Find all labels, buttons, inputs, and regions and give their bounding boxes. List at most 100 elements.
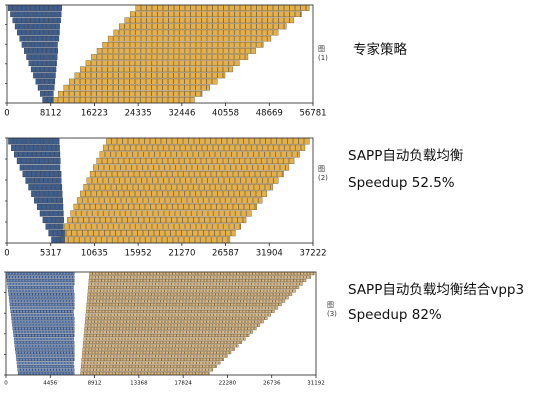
chart-3-bar-blue	[52, 282, 56, 286]
chart-3-bar-blue	[57, 272, 60, 276]
chart-1-bar-gold	[146, 23, 152, 30]
chart-3-bar-blue	[11, 289, 15, 293]
chart-3-bar-gold	[86, 337, 90, 341]
chart-3-bar-gold	[226, 279, 230, 283]
chart-3-bar-gold	[124, 272, 128, 276]
chart-1-bar-gold	[113, 66, 119, 73]
chart-2-bar-gold	[134, 236, 140, 243]
chart-3-bar-gold	[167, 289, 171, 293]
chart-3-bar-gold	[86, 306, 90, 310]
chart-3-bar-blue	[58, 330, 62, 334]
chart-3-bar-gold	[113, 364, 117, 368]
chart-3-bar-gold	[191, 347, 195, 351]
chart-3-bar-blue	[19, 285, 23, 289]
chart-3-bar-gold	[168, 354, 172, 358]
chart-1-bar-gold	[206, 48, 213, 54]
chart-3-bar-gold	[188, 344, 192, 348]
chart-3-bar-blue	[56, 316, 60, 320]
chart-2-bar-gold	[233, 203, 239, 210]
chart-3-bar-blue	[45, 327, 49, 331]
chart-3-bar-gold	[208, 368, 212, 372]
chart-1-bar-gold	[96, 84, 102, 91]
chart-2-bar-blue	[56, 216, 61, 224]
chart-3-bar-gold	[148, 330, 152, 334]
chart-3-bar-gold	[198, 344, 202, 348]
chart-3-bar-gold	[182, 340, 186, 344]
chart-2-bar-gold	[169, 210, 175, 217]
chart-3-bar-gold	[179, 371, 183, 375]
chart-1-bar-gold	[256, 41, 262, 48]
chart-3-bar-gold	[170, 364, 174, 368]
chart-3-bar-gold	[203, 354, 207, 358]
chart-3-bar-gold	[108, 272, 112, 276]
chart-3-bar-gold	[164, 358, 168, 362]
chart-3-bar-blue	[25, 282, 29, 286]
chart-3-bar-gold	[89, 371, 94, 375]
chart-3-bar-gold	[85, 351, 89, 355]
chart-3-bar-gold	[273, 292, 277, 296]
chart-3-bar-gold	[164, 330, 168, 334]
chart-2-bar-gold	[182, 151, 188, 158]
chart-3-bar-gold	[173, 371, 177, 375]
chart-3-bar-blue	[44, 289, 48, 293]
chart-3-bar-gold	[208, 337, 212, 341]
chart-2-bar-gold	[268, 177, 274, 184]
chart-1-bar-blue	[35, 54, 40, 60]
chart-1-bar-gold	[240, 5, 246, 11]
chart-3-bar-blue	[56, 368, 60, 372]
chart-3-bar-gold	[143, 306, 147, 310]
chart-1-bar-blue	[42, 60, 47, 67]
chart-3-bar-gold	[143, 340, 148, 344]
chart-3-bar-gold	[212, 364, 216, 368]
chart-2-bar-gold	[160, 184, 166, 191]
chart-3-bar-gold	[201, 272, 205, 276]
chart-2-bar-gold	[106, 138, 112, 145]
chart-1-bar-gold	[168, 66, 174, 73]
chart-3-bar-gold	[212, 292, 216, 296]
chart-3-bar-gold	[197, 282, 201, 286]
chart-1-bar-gold	[96, 72, 102, 79]
chart-2-bar-gold	[99, 151, 106, 158]
chart-2-bar-gold	[143, 230, 149, 237]
chart-3-bar-gold	[105, 303, 109, 307]
chart-1-bar-gold	[52, 97, 58, 103]
chart-3-bar-gold	[199, 289, 203, 293]
chart-3-bar-blue	[9, 272, 12, 276]
chart-1-bar-blue	[37, 11, 42, 18]
chart-2-bar-gold	[226, 184, 232, 191]
chart-3-bar-gold	[160, 296, 164, 300]
chart-2-bar-blue	[54, 223, 60, 230]
chart-3-bar-gold	[189, 334, 193, 338]
chart-2-bar-gold	[203, 197, 209, 204]
chart-3-bar-gold	[260, 292, 264, 296]
chart-3-bar-blue	[68, 296, 72, 300]
chart-3-bar-gold	[132, 364, 136, 368]
chart-3-bar-gold	[225, 289, 229, 293]
chart-3-bar-gold	[99, 368, 103, 372]
chart-2-bar-gold	[162, 223, 169, 230]
chart-3-bar-gold	[253, 296, 257, 300]
chart-3-bar-gold	[206, 354, 210, 358]
chart-2-bar-gold	[173, 157, 179, 165]
chart-1-bar-gold	[212, 5, 218, 11]
chart-3-bar-blue	[9, 275, 13, 279]
chart-3-bar-gold	[303, 272, 307, 276]
chart-1-bar-gold	[124, 35, 130, 42]
chart-1-bar-gold	[134, 90, 141, 97]
chart-3-bar-blue	[23, 340, 27, 344]
chart-3-bar-gold	[145, 285, 149, 289]
chart-3-bar-gold	[229, 320, 233, 324]
chart-3-bar-blue	[55, 330, 59, 334]
chart-3-bar-gold	[90, 292, 94, 296]
chart-1-bar-gold	[140, 60, 147, 67]
chart-1-bar-gold	[157, 29, 163, 36]
chart-3-bar-gold	[206, 320, 210, 324]
chart-3-bar-blue	[21, 351, 25, 355]
chart-3-bar-gold	[83, 340, 87, 344]
chart-3-bar-gold	[190, 358, 194, 362]
chart-3-bar-gold	[254, 316, 258, 320]
chart-2-bar-gold	[127, 184, 133, 191]
chart-3-bar-blue	[63, 303, 67, 307]
chart-2-bar-gold	[208, 164, 215, 171]
chart-3-bar-gold	[155, 320, 159, 324]
